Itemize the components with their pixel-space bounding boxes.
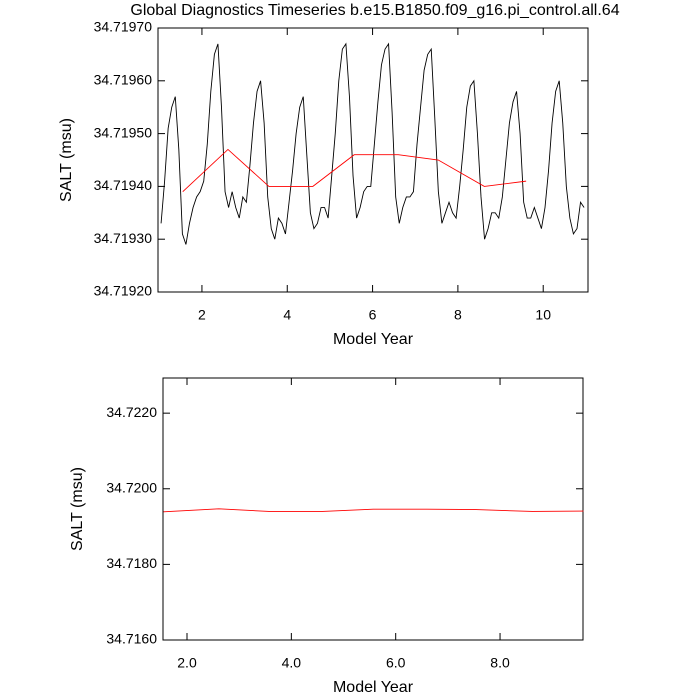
series-line: [160, 42, 585, 245]
y-tick-label: 34.71960: [94, 72, 153, 88]
y-tick-label: 34.71970: [94, 19, 153, 35]
plot-frame: [162, 377, 584, 641]
series-line: [182, 148, 527, 193]
x-tick-label: 6.0: [386, 655, 406, 671]
series-line: [163, 508, 584, 513]
y-tick-label: 34.7220: [106, 404, 157, 420]
y-tick-label: 34.71950: [94, 124, 153, 140]
x-tick-label: 2.0: [177, 655, 197, 671]
y-tick-label: 34.71930: [94, 230, 153, 246]
y-axis-title: SALT (msu): [69, 467, 86, 551]
y-tick-label: 34.7160: [106, 631, 157, 647]
x-tick-label: 2: [198, 307, 206, 323]
x-tick-label: 10: [535, 307, 551, 323]
x-tick-label: 4.0: [282, 655, 302, 671]
y-tick-label: 34.7180: [106, 555, 157, 571]
x-tick-label: 8.0: [490, 655, 510, 671]
x-axis-title: Model Year: [333, 679, 414, 696]
x-tick-label: 4: [283, 307, 291, 323]
x-tick-label: 6: [369, 307, 377, 323]
y-tick-label: 34.71920: [94, 283, 153, 299]
y-axis-title: SALT (msu): [58, 118, 75, 202]
x-tick-label: 8: [454, 307, 462, 323]
y-tick-label: 34.71940: [94, 177, 153, 193]
y-tick-label: 34.7200: [106, 479, 157, 495]
chart-title: Global Diagnostics Timeseries b.e15.B185…: [130, 2, 619, 19]
x-axis-title: Model Year: [333, 331, 414, 348]
